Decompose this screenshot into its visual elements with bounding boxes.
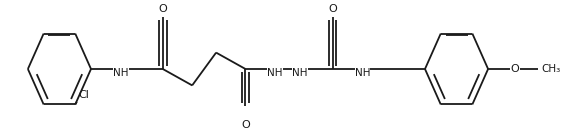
Text: O: O: [510, 64, 519, 74]
Text: CH₃: CH₃: [541, 64, 561, 74]
Text: O: O: [241, 120, 250, 130]
Text: NH: NH: [113, 68, 129, 78]
Text: NH: NH: [292, 68, 307, 78]
Text: O: O: [158, 4, 167, 14]
Text: O: O: [328, 4, 337, 14]
Text: NH: NH: [267, 68, 283, 78]
Text: Cl: Cl: [78, 90, 89, 100]
Text: NH: NH: [355, 68, 370, 78]
